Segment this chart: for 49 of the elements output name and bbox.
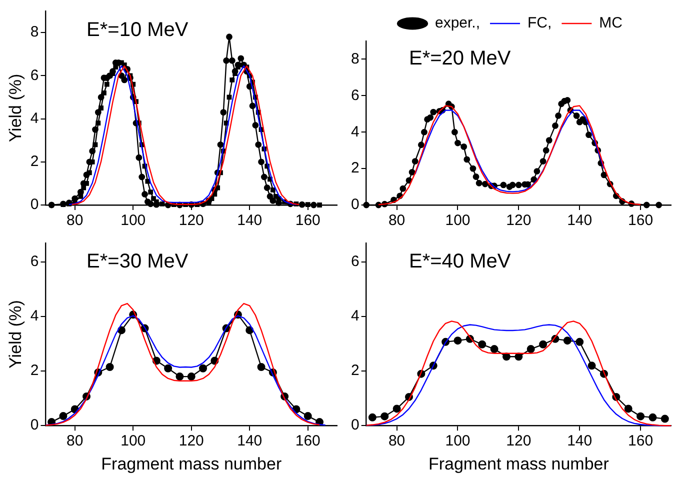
y-tick-label: 0 bbox=[30, 416, 39, 434]
x-tick-label: 100 bbox=[445, 432, 470, 450]
annotation: E*=20 MeV bbox=[408, 48, 512, 70]
x-axis-title: Fragment mass number bbox=[428, 454, 610, 474]
y-tick-label: 2 bbox=[351, 362, 360, 380]
y-tick-label: 0 bbox=[351, 196, 360, 214]
x-tick-label: 160 bbox=[628, 432, 654, 450]
y-tick-label: 4 bbox=[351, 123, 360, 140]
y-tick-label: 0 bbox=[351, 416, 360, 434]
x-tick-label: 100 bbox=[120, 212, 146, 230]
x-tick-label: 160 bbox=[295, 212, 320, 230]
x-tick-label: 160 bbox=[295, 432, 320, 450]
x-tick-label: 80 bbox=[388, 432, 406, 450]
legend-label: MC bbox=[599, 14, 623, 32]
x-tick-label: 140 bbox=[237, 432, 262, 450]
y-tick-label: 2 bbox=[30, 153, 39, 170]
y-axis-title: Yield (%) bbox=[6, 300, 25, 368]
annotation: E*=40 MeV bbox=[408, 250, 512, 273]
x-tick-label: 120 bbox=[178, 212, 204, 230]
y-tick-label: 4 bbox=[30, 308, 39, 325]
y-tick-label: 4 bbox=[30, 110, 39, 127]
x-axis-title: Fragment mass number bbox=[101, 454, 282, 474]
y-tick-label: 6 bbox=[30, 253, 39, 270]
legend-label: exper., bbox=[434, 14, 480, 32]
y-tick-label: 6 bbox=[30, 66, 39, 84]
x-tick-label: 120 bbox=[506, 212, 532, 230]
annotation: E*=30 MeV bbox=[86, 250, 189, 273]
annotation: E*=10 MeV bbox=[86, 19, 189, 42]
x-tick-label: 140 bbox=[237, 212, 262, 230]
y-tick-label: 4 bbox=[351, 308, 360, 325]
y-tick-label: 0 bbox=[30, 196, 39, 214]
y-tick-label: 2 bbox=[30, 362, 39, 380]
y-tick-label: 6 bbox=[351, 253, 360, 270]
x-tick-label: 100 bbox=[445, 212, 470, 230]
x-tick-label: 160 bbox=[628, 212, 654, 230]
y-tick-label: 8 bbox=[351, 50, 360, 68]
y-tick-label: 8 bbox=[30, 24, 39, 41]
x-tick-label: 140 bbox=[567, 432, 592, 450]
x-tick-label: 80 bbox=[66, 212, 84, 230]
y-axis-title: Yield (%) bbox=[6, 74, 25, 142]
x-tick-label: 120 bbox=[506, 432, 532, 450]
y-tick-label: 2 bbox=[351, 160, 360, 177]
y-tick-label: 6 bbox=[351, 86, 360, 104]
x-tick-label: 140 bbox=[567, 212, 592, 230]
x-tick-label: 80 bbox=[66, 432, 84, 450]
legend-label: FC, bbox=[528, 14, 552, 32]
x-tick-label: 100 bbox=[120, 432, 146, 450]
x-tick-label: 80 bbox=[388, 212, 406, 230]
x-tick-label: 120 bbox=[178, 432, 204, 450]
